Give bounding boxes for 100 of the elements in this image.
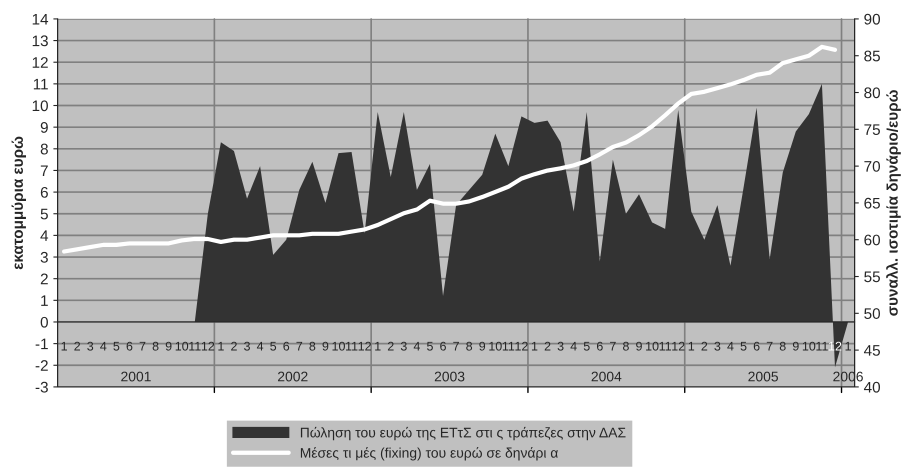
x-tick-label: 8 xyxy=(623,342,629,351)
annotation: 2001 xyxy=(121,372,151,382)
x-tick-label: 9 xyxy=(322,342,328,351)
x-tick-label: 6 xyxy=(126,342,132,351)
x-tick-label: 11 xyxy=(660,342,672,350)
y-tick-label: 7 xyxy=(40,165,48,176)
y-tick-label: 5 xyxy=(40,208,48,220)
x-tick-label: 10 xyxy=(646,342,659,351)
x-tick-label: 8 xyxy=(152,342,159,351)
y-tick-label: 14 xyxy=(32,14,48,24)
x-tick-label: 3 xyxy=(87,342,94,351)
y2-tick-label: 85 xyxy=(864,50,880,62)
y-tick-label: 10 xyxy=(32,100,48,112)
y2-tick-label: 40 xyxy=(864,382,880,393)
x-tick-label: 9 xyxy=(166,342,172,351)
x-tick-label: 12 xyxy=(515,342,528,350)
y-tick-label: 12 xyxy=(32,57,48,68)
x-tick-label: 10 xyxy=(176,342,188,351)
y2-tick-label: 50 xyxy=(864,308,880,319)
y-tick-label: 9 xyxy=(40,122,48,133)
y-tick-label: -1 xyxy=(36,338,48,350)
legend-label: Πώληση του ευρώ της ΕΤτΣ στι ς τράπεζες στην ΔΑΣ xyxy=(300,426,626,440)
y-tick-label: 6 xyxy=(40,186,48,198)
x-tick-label: 7 xyxy=(610,342,616,350)
y2-tick-label: 60 xyxy=(864,234,880,246)
line-series xyxy=(62,44,838,254)
x-tick-label: 10 xyxy=(489,342,502,351)
y-tick-label: 3 xyxy=(40,252,48,263)
y2-axis-title: συναλλ. ισοτιμία δηνάριο/ευρώ xyxy=(886,90,901,316)
y-tick-label: 11 xyxy=(34,78,48,90)
x-tick-label: 4 xyxy=(256,342,264,350)
x-tick-label: 9 xyxy=(792,342,799,351)
x-tick-label: 1 xyxy=(375,342,381,350)
x-tick-label: 4 xyxy=(570,342,577,350)
y-tick-label: 8 xyxy=(40,144,48,154)
y2-tick-label: 45 xyxy=(864,345,880,356)
x-tick-label: 7 xyxy=(140,342,146,350)
x-tick-label: 3 xyxy=(714,342,720,351)
x-tick-label: 12 xyxy=(358,342,371,350)
x-tick-label: 7 xyxy=(453,342,459,350)
y2-tick-label: 55 xyxy=(864,272,880,282)
x-tick-label: 11 xyxy=(346,342,358,350)
x-tick-label: 5 xyxy=(113,342,120,351)
x-tick-label: 4 xyxy=(727,342,734,350)
x-tick-label: 4 xyxy=(100,342,106,350)
x-tick-label: 8 xyxy=(780,342,786,351)
annotation: 2005 xyxy=(748,372,778,382)
x-tick-label: 7 xyxy=(766,342,773,350)
x-tick-label: 10 xyxy=(332,342,345,351)
x-tick-label: 3 xyxy=(558,342,564,351)
legend-label: Μέσες τι μές (fixing) του ευρώ σε δηνάρι α xyxy=(300,447,558,460)
x-tick-label: 7 xyxy=(296,342,302,350)
x-tick-label: 9 xyxy=(479,342,486,351)
y-tick-label: 0 xyxy=(40,316,48,328)
x-tick-label: 12 xyxy=(672,342,685,350)
x-tick-label: 8 xyxy=(309,342,316,351)
x-tick-label: 5 xyxy=(584,342,590,351)
x-tick-label: 2 xyxy=(74,342,80,350)
y-axis-title: εκατομμύρια ευρώ xyxy=(12,136,26,270)
x-tick-label: 8 xyxy=(466,342,472,351)
x-tick-label: 2 xyxy=(388,342,394,350)
y-tick-label: 1 xyxy=(41,295,48,306)
x-tick-label: 6 xyxy=(440,342,446,351)
x-tick-label: 2 xyxy=(231,342,237,350)
x-tick-label: 6 xyxy=(283,342,290,351)
y2-tick-label: 80 xyxy=(864,87,880,98)
x-tick-label: 6 xyxy=(754,342,760,351)
x-tick-label: 12 xyxy=(828,342,842,350)
y2-tick-label: 65 xyxy=(864,198,880,209)
annotation: 2003 xyxy=(434,372,464,382)
x-tick-label: 3 xyxy=(244,342,250,351)
x-tick-label: 9 xyxy=(636,342,642,351)
x-tick-label: 11 xyxy=(816,342,828,350)
x-tick-label: 5 xyxy=(270,342,276,351)
y-tick-label: -3 xyxy=(36,382,48,393)
x-tick-label: 6 xyxy=(596,342,603,351)
x-tick-label: 3 xyxy=(400,342,407,351)
x-tick-label: 1 xyxy=(62,342,67,350)
x-tick-label: 12 xyxy=(202,342,214,350)
x-tick-label: 11 xyxy=(502,342,514,350)
x-tick-label: 5 xyxy=(426,342,433,351)
y-tick-label: 4 xyxy=(40,230,48,241)
annotation: 2004 xyxy=(592,372,622,382)
y-tick-label: 2 xyxy=(40,274,48,284)
y2-tick-label: 70 xyxy=(864,160,880,172)
y2-tick-label: 90 xyxy=(864,14,880,25)
x-tick-label: 2 xyxy=(544,342,550,350)
y2-tick-label: 75 xyxy=(864,124,880,136)
x-tick-label: 1 xyxy=(846,342,851,350)
annotation: 2002 xyxy=(278,372,308,382)
y-tick-label: -2 xyxy=(36,360,48,371)
x-tick-label: 1 xyxy=(218,342,224,350)
x-tick-label: 5 xyxy=(740,342,746,351)
y-tick-label: 13 xyxy=(32,35,48,46)
x-tick-label: 4 xyxy=(414,342,420,350)
x-tick-label: 11 xyxy=(189,342,201,350)
x-tick-label: 2 xyxy=(701,342,708,350)
x-tick-label: 1 xyxy=(532,342,538,350)
x-tick-label: 1 xyxy=(688,342,694,350)
x-tick-label: 10 xyxy=(802,342,816,351)
